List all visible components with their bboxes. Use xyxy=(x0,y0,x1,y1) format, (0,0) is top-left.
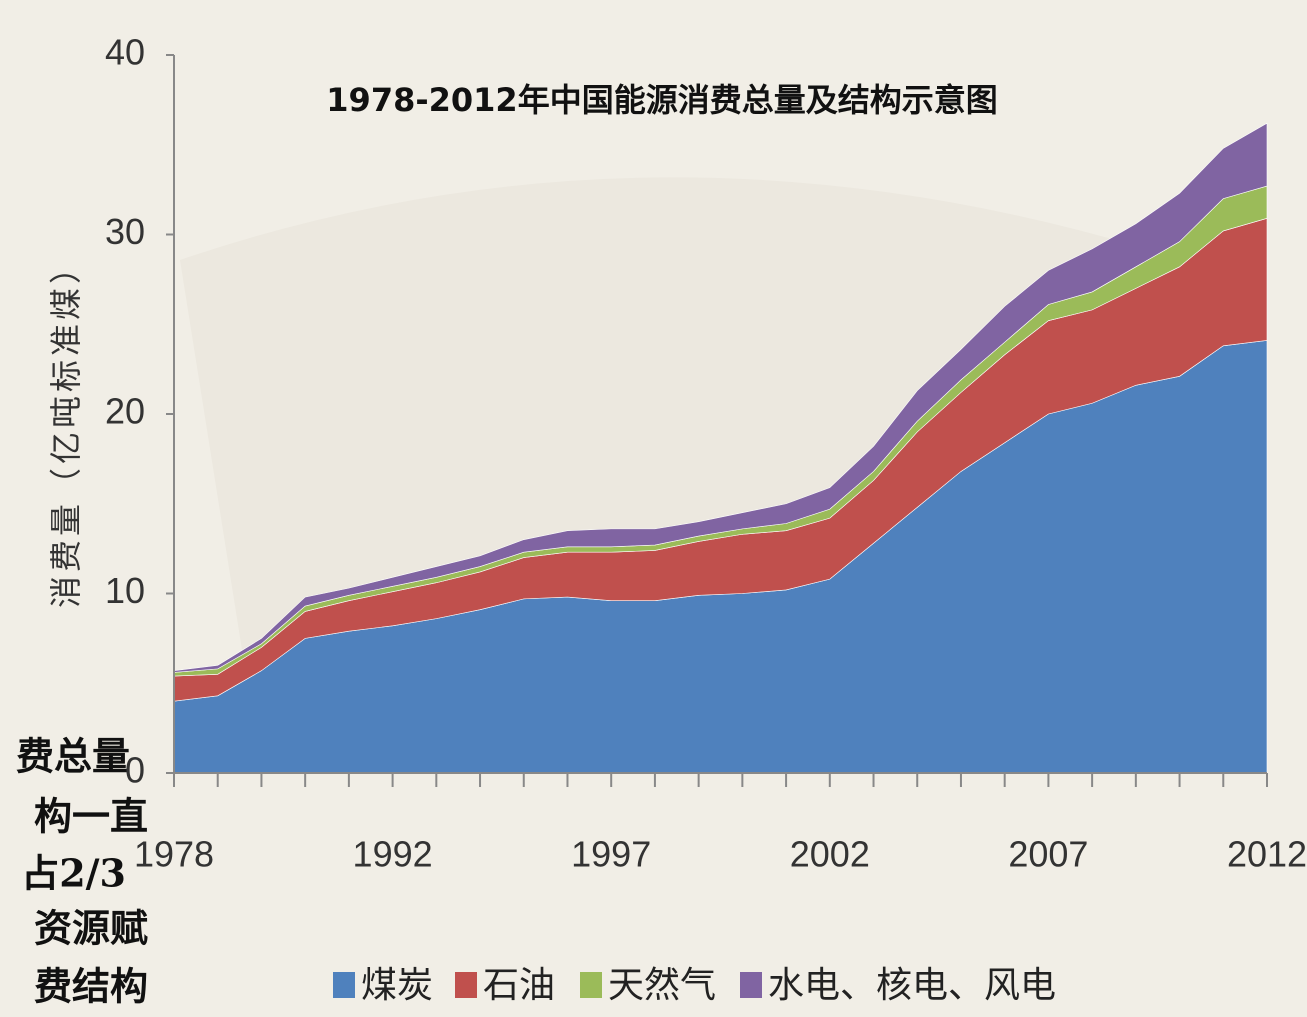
y-tick-label: 30 xyxy=(105,211,145,252)
legend-label: 天然气 xyxy=(608,965,716,1006)
legend-label: 煤炭 xyxy=(361,965,433,1006)
x-tick-label: 2002 xyxy=(790,834,870,875)
x-tick-label: 2007 xyxy=(1008,834,1088,875)
legend-label: 石油 xyxy=(483,965,555,1006)
x-tick-label: 2012 xyxy=(1227,834,1307,875)
x-tick-label: 1992 xyxy=(353,834,433,875)
legend-swatch xyxy=(580,972,602,998)
side-text: 占2/3 xyxy=(21,851,126,896)
x-tick-label: 1997 xyxy=(571,834,651,875)
side-text: 费总量 xyxy=(16,734,130,779)
legend-swatch xyxy=(455,972,477,998)
y-axis-title: 消费量（亿吨标准煤） xyxy=(47,248,85,608)
x-tick-label: 1978 xyxy=(134,834,214,875)
side-text: 费结构 xyxy=(34,964,148,1009)
legend-label: 水电、核电、风电 xyxy=(768,965,1056,1006)
y-tick-label: 20 xyxy=(105,391,145,432)
side-text: 资源赋 xyxy=(34,906,148,951)
legend-swatch xyxy=(740,972,762,998)
area xyxy=(173,122,1268,673)
legend-swatch xyxy=(333,972,355,998)
y-tick-label: 40 xyxy=(105,32,145,73)
chart-title: 1978-2012年中国能源消费总量及结构示意图 xyxy=(326,81,997,119)
y-tick-label: 10 xyxy=(105,570,145,611)
side-text: 构一直 xyxy=(34,794,148,839)
y-tick-label: 0 xyxy=(125,750,145,791)
